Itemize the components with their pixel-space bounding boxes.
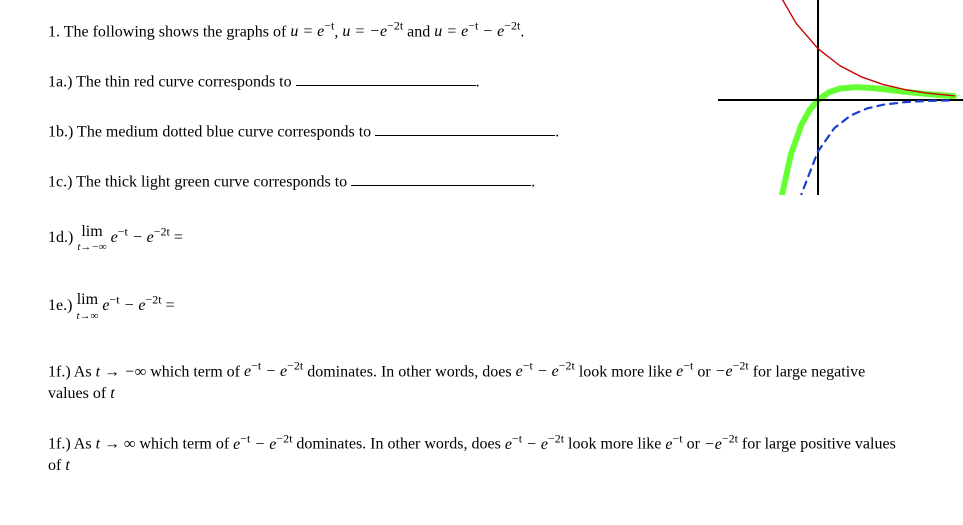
- q1e-expr: e−t − e−2t: [102, 297, 165, 314]
- eq2: u = −e−2t: [342, 23, 403, 40]
- q1d-expr: e−t − e−2t: [111, 229, 174, 246]
- q1b-label: 1b.) The medium dotted blue curve corres…: [48, 123, 375, 140]
- eq1: u = e−t: [290, 23, 334, 40]
- q1a-label: 1a.) The thin red curve corresponds to: [48, 73, 296, 90]
- q1d-lim: lim t→−∞: [77, 221, 106, 255]
- intro-prefix: 1. The following shows the graphs of: [48, 23, 290, 40]
- q1a-blank[interactable]: [296, 71, 476, 86]
- q1f-pos: 1f.) As t → ∞ which term of e−t − e−2t d…: [48, 430, 908, 477]
- red-curve: [718, 0, 954, 96]
- q1c: 1c.) The thick light green curve corresp…: [48, 171, 688, 193]
- q1e: 1e.) lim t→∞ e−t − e−2t =: [48, 289, 688, 323]
- q1d-label: 1d.): [48, 229, 77, 246]
- q1f-neg: 1f.) As t → −∞ which term of e−t − e−2t …: [48, 358, 908, 405]
- q1f1-expr: e−t − e−2t: [244, 363, 303, 380]
- q1f2-expr: e−t − e−2t: [233, 436, 292, 453]
- q1c-label: 1c.) The thick light green curve corresp…: [48, 173, 351, 190]
- q1-intro: 1. The following shows the graphs of u =…: [48, 18, 688, 43]
- q1e-label: 1e.): [48, 297, 76, 314]
- q1c-blank[interactable]: [351, 171, 531, 186]
- page-root: 1. The following shows the graphs of u =…: [0, 0, 963, 525]
- q1b-blank[interactable]: [375, 121, 555, 136]
- q1e-lim: lim t→∞: [76, 289, 98, 323]
- chart-svg: [718, 0, 963, 195]
- chart-container: [718, 0, 963, 195]
- q1d: 1d.) lim t→−∞ e−t − e−2t =: [48, 221, 688, 255]
- green-curve: [747, 87, 954, 195]
- text-column: 1. The following shows the graphs of u =…: [48, 18, 688, 324]
- q1b: 1b.) The medium dotted blue curve corres…: [48, 121, 688, 143]
- eq3: u = e−t − e−2t: [434, 23, 520, 40]
- q1a: 1a.) The thin red curve corresponds to .: [48, 71, 688, 93]
